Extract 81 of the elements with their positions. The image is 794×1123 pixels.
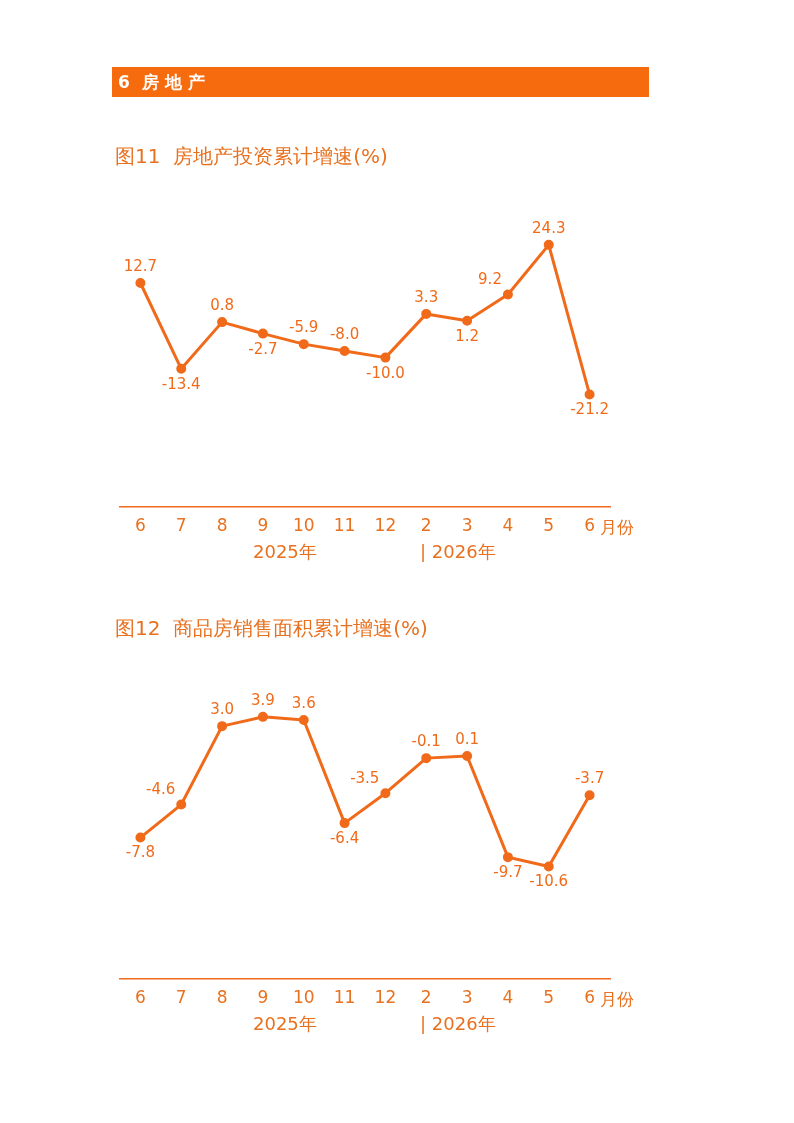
x-tick-label: 9 <box>257 515 269 536</box>
x-tick-label: 6 <box>584 515 595 536</box>
x-tick-label: 4 <box>502 987 514 1008</box>
data-label: 24.3 <box>532 218 566 237</box>
point <box>502 289 513 300</box>
chart-title: 图12 商品房销售面积累计增速(%) <box>115 615 429 642</box>
x-tick-label: 3 <box>461 987 473 1008</box>
data-label: -4.6 <box>145 780 176 799</box>
point <box>176 363 187 374</box>
x-tick-label: 2 <box>420 515 432 536</box>
data-label: -5.9 <box>289 318 319 337</box>
point <box>502 852 513 863</box>
x-tick-label: 10 <box>292 987 315 1008</box>
x-axis-title: 月份 <box>599 989 634 1010</box>
point <box>298 339 309 350</box>
point <box>380 788 391 799</box>
x-tick-label: 5 <box>543 515 555 536</box>
data-label: -0.1 <box>411 732 441 751</box>
point <box>298 714 309 725</box>
x-tick-label: 6 <box>584 987 595 1008</box>
point <box>135 278 146 288</box>
x-tick-label: 6 <box>135 515 146 536</box>
x-tick-label: 7 <box>175 515 187 536</box>
x-tick-label: 9 <box>257 987 269 1008</box>
data-label: -21.2 <box>570 400 609 419</box>
text: 2025年 <box>253 1012 317 1036</box>
point <box>421 753 432 764</box>
point <box>543 239 554 250</box>
x-tick-label: 7 <box>175 987 187 1008</box>
text: | 2026年 <box>420 540 496 564</box>
data-label: 12.7 <box>123 256 158 275</box>
x-tick-label: 3 <box>461 515 473 536</box>
point <box>176 799 187 810</box>
x-tick-label: 8 <box>216 515 228 536</box>
point <box>257 328 268 339</box>
data-label: 1.2 <box>455 326 480 345</box>
data-label: -8.0 <box>329 324 360 343</box>
data-label: 3.9 <box>250 690 275 709</box>
point <box>462 751 473 762</box>
point <box>257 711 268 722</box>
text: | 2026年 <box>420 1012 496 1036</box>
data-label: 0.1 <box>455 729 480 748</box>
data-label: -9.7 <box>493 863 523 882</box>
x-tick-label: 12 <box>374 515 397 536</box>
point <box>339 346 350 357</box>
data-label: -13.4 <box>161 374 201 393</box>
x-tick-label: 5 <box>543 987 555 1008</box>
point <box>339 818 350 829</box>
point <box>135 832 146 843</box>
point <box>584 790 595 801</box>
text: 6 房 地 产 <box>112 67 649 97</box>
point <box>543 861 554 872</box>
x-tick-label: 6 <box>135 987 146 1008</box>
x-tick-label: 10 <box>292 515 315 536</box>
data-label: -10.6 <box>529 872 569 891</box>
chart-title: 图11 房地产投资累计增速(%) <box>115 143 389 170</box>
x-tick-label: 11 <box>333 987 356 1008</box>
x-axis-title: 月份 <box>599 517 634 538</box>
data-label: 9.2 <box>478 270 502 289</box>
x-tick-label: 4 <box>502 515 514 536</box>
data-label: -7.8 <box>125 843 156 862</box>
point <box>217 721 228 732</box>
point <box>421 308 432 319</box>
point <box>380 352 391 363</box>
data-label: 3.6 <box>291 693 316 712</box>
point <box>462 315 473 326</box>
data-label: -3.7 <box>574 769 605 788</box>
x-tick-label: 11 <box>333 515 356 536</box>
data-label: 3.3 <box>414 287 439 306</box>
x-tick-label: 8 <box>216 987 228 1008</box>
data-label: -6.4 <box>329 829 360 847</box>
data-label: 0.8 <box>210 296 235 314</box>
x-tick-label: 2 <box>420 987 432 1008</box>
data-label: -2.7 <box>248 339 278 358</box>
data-label: -10.0 <box>366 363 405 382</box>
point <box>217 317 228 328</box>
text: 2025年 <box>253 540 317 564</box>
data-label: 3.0 <box>210 700 235 719</box>
data-label: -3.5 <box>350 769 380 788</box>
x-tick-label: 12 <box>374 987 397 1008</box>
point <box>584 389 595 400</box>
